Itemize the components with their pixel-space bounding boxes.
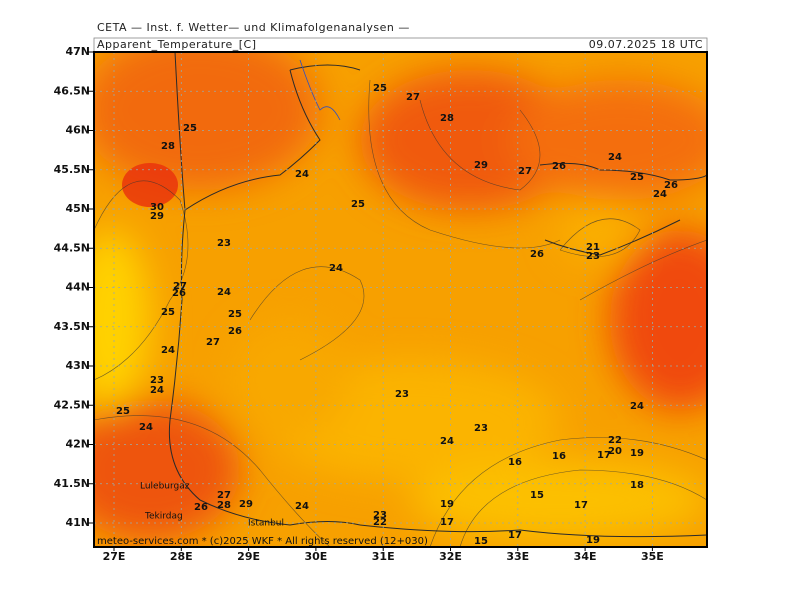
contour-label: 26 xyxy=(664,180,678,191)
contour-label: 24 xyxy=(217,287,231,298)
contour-label: 26 xyxy=(552,161,566,172)
contour-label: 20 xyxy=(608,446,622,457)
contour-label: 23 xyxy=(586,251,600,262)
footer: meteo-services.com * (c)2025 WKF * All r… xyxy=(97,536,428,547)
city: Tekirdag xyxy=(144,512,183,522)
contour-label: 16 xyxy=(552,451,566,462)
contour-label: 15 xyxy=(474,536,488,547)
contour-label: 24 xyxy=(150,385,164,396)
lon-label: 33E xyxy=(506,550,529,563)
lat-label: 45N xyxy=(65,202,90,215)
contour-label: 24 xyxy=(295,169,309,180)
contour-label: 27 xyxy=(406,92,420,103)
lon-label: 28E xyxy=(170,550,193,563)
contour-label: 25 xyxy=(183,123,197,134)
lon-label: 32E xyxy=(439,550,462,563)
contour-label: 25 xyxy=(351,199,365,210)
contour-label: 24 xyxy=(653,189,667,200)
contour-label: 28 xyxy=(440,113,454,124)
contour-label: 26 xyxy=(530,249,544,260)
contour-label: 27 xyxy=(173,281,187,292)
contour-label: 17 xyxy=(508,530,522,541)
contour-label: 23 xyxy=(474,423,488,434)
lon-label: 31E xyxy=(372,550,395,563)
contour-label: 26 xyxy=(194,502,208,513)
contour-label: 23 xyxy=(217,238,231,249)
lon-label: 27E xyxy=(103,550,126,563)
contour-label: 25 xyxy=(373,83,387,94)
contour-label: 19 xyxy=(630,448,644,459)
lat-label: 46.5N xyxy=(54,84,90,97)
date: 09.07.2025 18 UTC xyxy=(589,38,703,51)
contour-label: 30 xyxy=(150,202,164,213)
map-field xyxy=(94,52,707,547)
contour-label: 27 xyxy=(206,337,220,348)
contour-label: 29 xyxy=(150,211,164,222)
map-frame xyxy=(93,51,708,548)
contour-label: 25 xyxy=(116,406,130,417)
contour-label: 24 xyxy=(329,263,343,274)
lat-label: 43N xyxy=(65,359,90,372)
contour-label: 25 xyxy=(630,172,644,183)
lat-label: 41N xyxy=(65,516,90,529)
lat-label: 43.5N xyxy=(54,320,90,333)
city: Istanbul xyxy=(248,519,284,529)
lon-label: 30E xyxy=(304,550,327,563)
contour-label: 29 xyxy=(474,160,488,171)
contour-label: 24 xyxy=(440,436,454,447)
grid: 47N 46.5N 46N 45.5N 45N 44.5N 44N 43.5N 43N 42.5N… xyxy=(54,45,707,563)
contour-label: 25 xyxy=(228,309,242,320)
contour-label: 24 xyxy=(161,345,175,356)
lon-label: 29E xyxy=(237,550,260,563)
contour-label: 25 xyxy=(161,307,175,318)
title: Apparent_Temperature_[C] xyxy=(97,38,257,51)
contour-label: 23 xyxy=(395,389,409,400)
contour-label: 22 xyxy=(373,517,387,528)
contour-label: 19 xyxy=(440,499,454,510)
lon-label: 35E xyxy=(641,550,664,563)
contour-label: 29 xyxy=(239,499,253,510)
contour-label: 28 xyxy=(161,141,175,152)
source: CETA — Inst. f. Wetter— und Klimafolgena… xyxy=(97,21,410,34)
lat-label: 42.5N xyxy=(54,398,90,411)
contour-label: 27 xyxy=(518,166,532,177)
contour-label: 24 xyxy=(608,152,622,163)
lat-label: 47N xyxy=(65,45,90,58)
contour-label: 15 xyxy=(530,490,544,501)
lat-label: 46N xyxy=(65,124,90,137)
contour-label: 21 xyxy=(586,242,600,253)
contour-label: 23 xyxy=(150,375,164,386)
contour-label: 26 xyxy=(172,288,186,299)
contour-label: 28 xyxy=(217,500,231,511)
contour-label: 24 xyxy=(630,401,644,412)
lat-label: 45.5N xyxy=(54,163,90,176)
lat-label: 42N xyxy=(65,438,90,451)
contour-label: 19 xyxy=(586,535,600,546)
lat-label: 41.5N xyxy=(54,477,90,490)
contour-label: 22 xyxy=(608,435,622,446)
contour-label: 23 xyxy=(373,510,387,521)
contour-label: 17 xyxy=(597,450,611,461)
contour-label: 17 xyxy=(440,517,454,528)
lat-label: 44.5N xyxy=(54,241,90,254)
city: Luleburgaz xyxy=(140,482,190,492)
contour-label: 17 xyxy=(574,500,588,511)
contour-label: 24 xyxy=(139,422,153,433)
contour-label: 16 xyxy=(508,457,522,468)
contour-label: 26 xyxy=(228,326,242,337)
lat-label: 44N xyxy=(65,281,90,294)
lon-label: 34E xyxy=(574,550,597,563)
contour-label: 18 xyxy=(630,480,644,491)
contour-label: 24 xyxy=(295,501,309,512)
contour-label: 27 xyxy=(217,490,231,501)
